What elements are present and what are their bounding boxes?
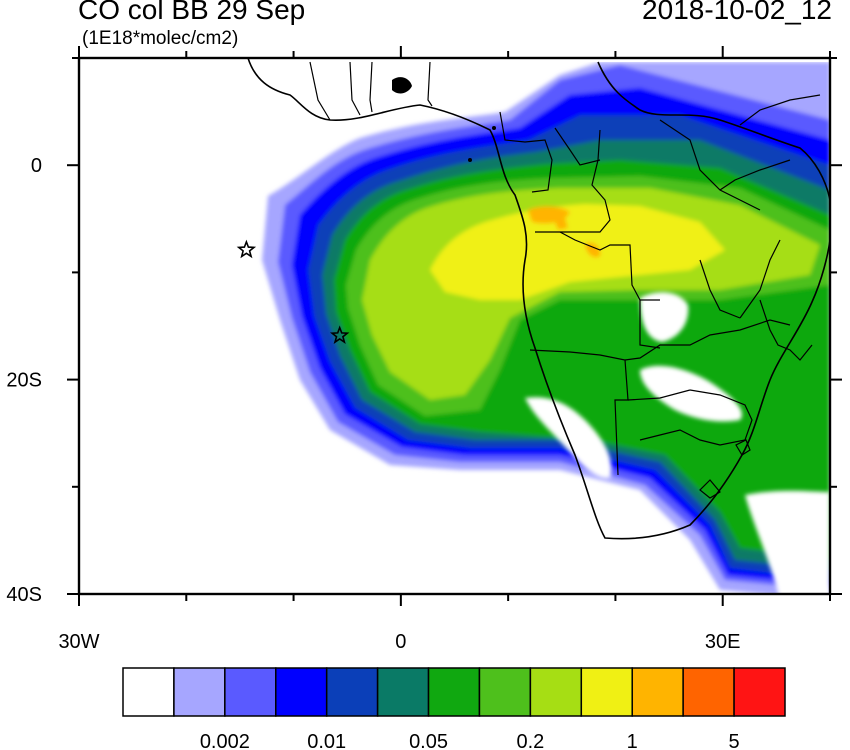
- lon-tick-label: 0: [395, 631, 406, 653]
- lon-tick-label: 30E: [705, 631, 741, 653]
- colorbar-swatch: [275, 667, 328, 717]
- co-plume-field: [80, 58, 830, 594]
- colorbar-swatch: [325, 667, 379, 717]
- lon-tick-label: 30W: [58, 631, 99, 653]
- colorbar-swatch: [122, 667, 175, 717]
- map-title: CO col BB 29 Sep: [78, 0, 306, 25]
- map-units: (1E18*molec/cm2): [82, 28, 239, 49]
- axis-tick-labels: 30W 0 30E 0 20S 40S: [6, 155, 740, 653]
- colorbar-swatch: [427, 667, 481, 717]
- colorbar-label: 0.2: [516, 731, 544, 750]
- station-markers: [236, 239, 350, 344]
- lake-features: [392, 77, 496, 162]
- station-star-marker: [329, 325, 350, 344]
- colorbar-swatch: [682, 667, 735, 717]
- country-borders: [309, 61, 821, 499]
- colorbar-label: 0.002: [200, 731, 250, 750]
- map-frame: [77, 56, 832, 596]
- station-star-marker: [236, 239, 257, 259]
- colorbar-label: 5: [729, 731, 740, 750]
- colorbar-label: 0.05: [409, 731, 448, 750]
- colorbar-swatch: [478, 667, 532, 717]
- colorbar-swatch: [376, 667, 430, 717]
- color-legend: 0.002 0.01 0.05 0.2 1 5: [122, 667, 786, 750]
- lat-tick-label: 20S: [6, 370, 42, 392]
- colorbar-swatch: [529, 667, 583, 717]
- colorbar-swatch: [733, 667, 786, 717]
- colorbar-swatch: [580, 667, 633, 717]
- colorbar-label: 1: [627, 731, 638, 750]
- map-date: 2018-10-02_12: [642, 0, 832, 25]
- lat-tick-label: 40S: [6, 584, 42, 606]
- colorbar-label: 0.01: [307, 731, 346, 750]
- colorbar-swatch: [631, 667, 684, 717]
- colorbar-swatch: [173, 667, 226, 717]
- lat-tick-label: 0: [31, 155, 42, 177]
- africa-coastline: [247, 58, 830, 540]
- colorbar-swatch: [224, 667, 277, 717]
